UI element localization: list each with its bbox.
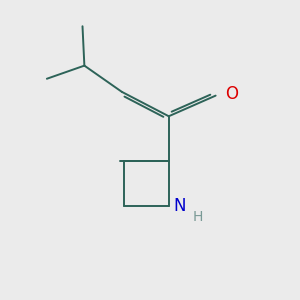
Text: H: H [193,210,203,224]
Text: N: N [173,197,186,215]
Text: O: O [225,85,238,103]
